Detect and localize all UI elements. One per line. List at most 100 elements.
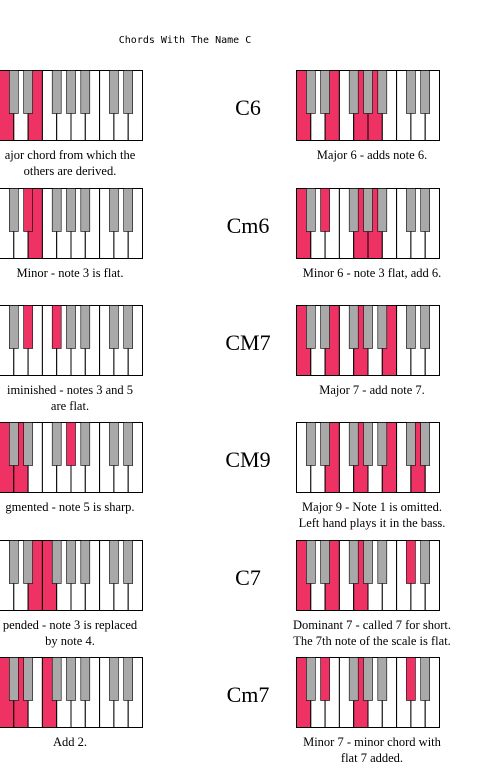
black-key — [320, 305, 330, 349]
black-key — [23, 540, 33, 584]
chord-name: Cm7 — [226, 682, 270, 707]
black-key — [406, 422, 416, 466]
left-keyboard — [0, 657, 143, 728]
description-line: by note 4. — [45, 633, 95, 648]
black-key — [23, 305, 33, 349]
black-key — [420, 305, 430, 349]
left-description: Minor - note 3 is flat. — [0, 266, 155, 282]
chord-name: C6 — [235, 95, 261, 120]
black-key — [320, 540, 330, 584]
chord-name: CM7 — [225, 330, 271, 355]
black-key — [348, 657, 359, 701]
black-key — [363, 188, 373, 232]
description-line: Minor 7 - minor chord with — [303, 735, 441, 749]
right-keyboard — [296, 305, 440, 376]
black-key — [320, 422, 330, 466]
description-line: ajor chord from which the — [4, 148, 136, 162]
black-key — [363, 305, 373, 349]
chord-name: C7 — [235, 565, 261, 590]
left-description: ajor chord from which the others are deri… — [0, 148, 155, 179]
right-description: Minor 6 - note 3 flat, add 6. — [282, 266, 462, 282]
black-key — [348, 305, 359, 349]
black-key — [23, 70, 33, 114]
left-keyboard — [0, 540, 143, 611]
black-key — [123, 188, 133, 232]
black-key — [51, 70, 62, 114]
chord-name: Cm6 — [226, 213, 270, 238]
black-key — [123, 305, 133, 349]
black-key — [377, 70, 388, 114]
black-key — [377, 657, 388, 701]
left-description: pended - note 3 is replaced by note 4. — [0, 618, 155, 649]
black-key — [363, 657, 373, 701]
black-key — [320, 70, 330, 114]
black-key — [109, 657, 119, 701]
left-description: gmented - note 5 is sharp. — [0, 500, 155, 516]
black-key — [109, 305, 119, 349]
black-key — [80, 540, 91, 584]
right-keyboard — [296, 540, 440, 611]
black-key — [306, 422, 316, 466]
black-key — [377, 188, 388, 232]
description-line: gmented - note 5 is sharp. — [5, 500, 135, 514]
black-key — [306, 657, 316, 701]
black-key — [66, 422, 76, 466]
black-key — [306, 188, 316, 232]
black-key — [406, 657, 416, 701]
black-key — [406, 70, 416, 114]
black-key — [9, 188, 19, 232]
description-line: iminished - notes 3 and 5 — [6, 383, 134, 397]
black-key — [123, 70, 133, 114]
black-key — [348, 188, 359, 232]
description-line: others are derived. — [23, 163, 117, 178]
right-description: Major 9 - Note 1 is omitted. Left hand pl… — [282, 500, 462, 531]
black-key — [23, 188, 33, 232]
chord-name: CM9 — [225, 447, 271, 472]
black-key — [363, 70, 373, 114]
black-key — [377, 305, 388, 349]
black-key — [420, 540, 430, 584]
right-description: Major 6 - adds note 6. — [282, 148, 462, 164]
black-key — [363, 422, 373, 466]
black-key — [109, 70, 119, 114]
black-key — [363, 540, 373, 584]
black-key — [23, 657, 33, 701]
black-key — [406, 188, 416, 232]
right-description: Major 7 - add note 7. — [282, 383, 462, 399]
black-key — [348, 422, 359, 466]
right-description: Dominant 7 - called 7 for short. The 7th … — [282, 618, 462, 649]
black-key — [109, 422, 119, 466]
black-key — [9, 422, 19, 466]
left-keyboard — [0, 188, 143, 259]
description-line: Dominant 7 - called 7 for short. — [293, 618, 451, 632]
description-line: Major 6 - adds note 6. — [316, 148, 428, 162]
description-line: The 7th note of the scale is flat. — [293, 633, 451, 648]
black-key — [9, 540, 19, 584]
black-key — [377, 422, 388, 466]
black-key — [109, 188, 119, 232]
description-line: pended - note 3 is replaced — [2, 618, 138, 632]
black-key — [109, 540, 119, 584]
black-key — [80, 188, 91, 232]
right-keyboard — [296, 422, 440, 493]
black-key — [377, 540, 388, 584]
description-line: Major 7 - add note 7. — [319, 383, 425, 397]
right-keyboard — [296, 188, 440, 259]
description-line: Minor - note 3 is flat. — [16, 266, 124, 280]
black-key — [80, 422, 91, 466]
description-line: Minor 6 - note 3 flat, add 6. — [302, 266, 442, 280]
black-key — [66, 657, 76, 701]
right-keyboard — [296, 657, 440, 728]
left-keyboard — [0, 70, 143, 141]
black-key — [51, 188, 62, 232]
black-key — [80, 657, 91, 701]
left-description: iminished - notes 3 and 5 are flat. — [0, 383, 155, 414]
black-key — [420, 657, 430, 701]
black-key — [320, 657, 330, 701]
black-key — [420, 422, 430, 466]
black-key — [51, 657, 62, 701]
description-line: are flat. — [50, 398, 90, 413]
black-key — [306, 540, 316, 584]
black-key — [123, 540, 133, 584]
right-keyboard — [296, 70, 440, 141]
